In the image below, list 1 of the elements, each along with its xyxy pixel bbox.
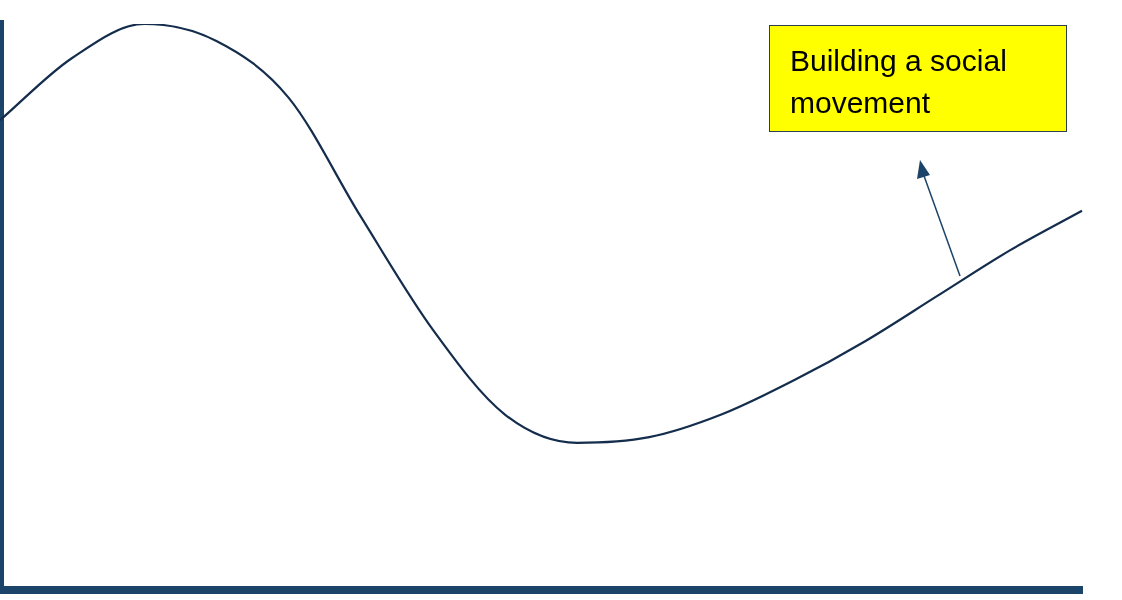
annotation: Building a social movement	[769, 25, 1067, 132]
